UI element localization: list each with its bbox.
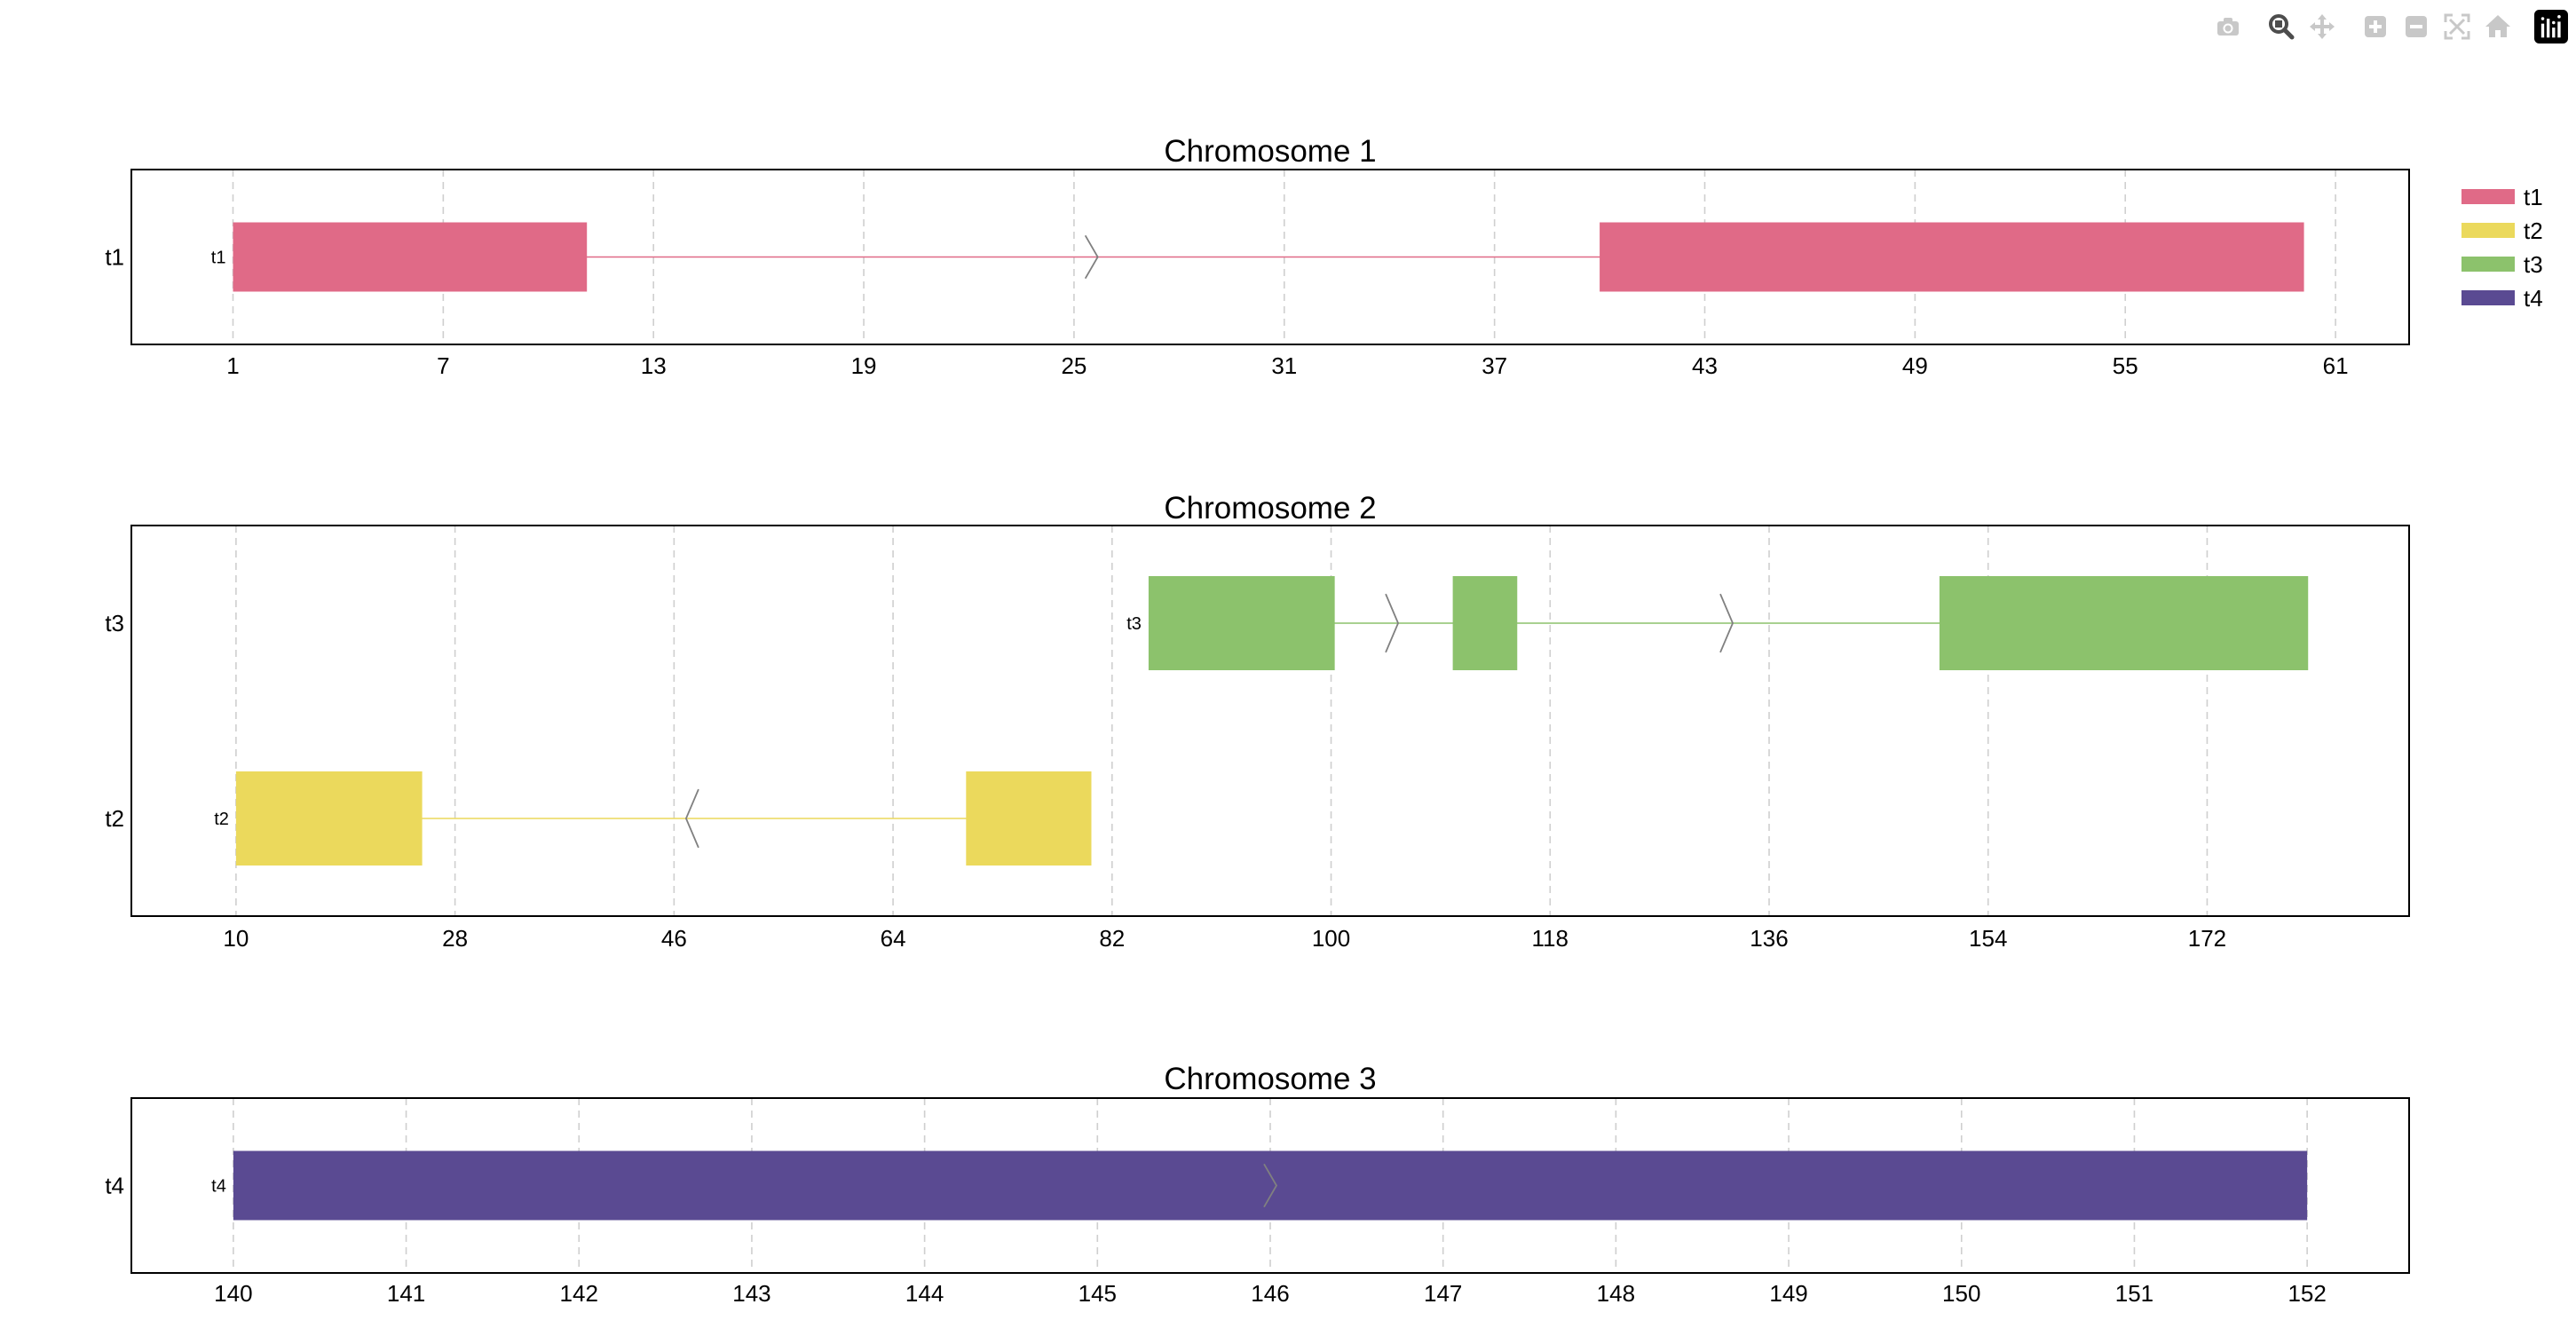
y-tick-label: t1 [105,244,124,271]
transcript-label: t2 [214,810,229,829]
x-tick-label: 61 [2323,352,2349,379]
chart-title: Chromosome 2 [1164,491,1376,526]
pan-icon[interactable] [2304,9,2340,44]
plot-frame [130,525,2410,917]
strand-arrow [1719,593,1734,653]
legend-item-t1[interactable]: t1 [2461,184,2543,210]
x-tick-label: 144 [905,1280,944,1307]
plotly-logo-icon[interactable] [2533,9,2569,44]
legend-item-t2[interactable]: t2 [2461,217,2543,244]
transcript-t4[interactable]: t4 [211,1150,2308,1221]
x-tick-label: 146 [1251,1280,1289,1307]
x-tick-label: 149 [1769,1280,1807,1307]
exon-bar[interactable] [1452,576,1518,670]
x-tick-label: 172 [2188,925,2226,952]
reset-axes-icon[interactable] [2480,9,2516,44]
transcript-t3[interactable]: t3 [1126,576,2309,670]
x-tick-label: 118 [1532,925,1569,952]
chart-panel-3: t4 t4 140 141 142 143 144 145 146 147 148 149 150 151… [105,1062,2410,1307]
camera-icon[interactable] [2210,9,2246,44]
x-tick-label: 148 [1597,1280,1635,1307]
x-tick-label: 37 [1482,352,1507,379]
exon-bar[interactable] [1148,576,1335,670]
x-tick-label: 141 [387,1280,425,1307]
transcript-t2[interactable]: t2 [214,771,1092,866]
zoom-out-icon[interactable] [2398,9,2434,44]
legend-swatch [2461,290,2515,305]
legend-label: t2 [2524,217,2543,244]
legend-swatch [2461,223,2515,238]
x-tick-label: 46 [661,925,687,952]
plot-frame [130,169,2410,345]
x-tick-label: 10 [223,925,249,952]
x-tick-label: 147 [1424,1280,1462,1307]
zoom-icon[interactable] [2264,9,2299,44]
x-tick-label: 154 [1969,925,2007,952]
legend-swatch [2461,257,2515,272]
legend-label: t4 [2524,285,2543,312]
chart-panel-1: t1 t1 1 7 13 19 25 31 37 43 49 55 61 Chromosome 1 [105,134,2410,379]
legend-item-t3[interactable]: t3 [2461,251,2543,278]
y-tick-label: t3 [105,610,124,636]
transcript-label: t1 [211,249,226,268]
transcript-t1[interactable]: t1 [211,222,2304,292]
x-tick-label: 152 [2288,1280,2326,1307]
y-tick-label: t4 [105,1173,124,1199]
exon-bar[interactable] [966,771,1092,866]
transcript-label: t4 [211,1177,226,1197]
x-tick-label: 1 [226,352,239,379]
legend: t1 t2 t3 t4 [2461,184,2543,312]
x-tick-label: 31 [1271,352,1297,379]
x-tick-label: 49 [1902,352,1928,379]
legend-label: t1 [2524,184,2543,210]
x-tick-label: 140 [214,1280,252,1307]
x-tick-label: 145 [1079,1280,1117,1307]
strand-arrow [684,788,699,849]
strand-arrow [1084,234,1099,280]
x-tick-label: 43 [1692,352,1718,379]
x-tick-label: 142 [560,1280,598,1307]
x-tick-label: 151 [2115,1280,2153,1307]
x-tick-label: 64 [881,925,906,952]
x-tick-label: 55 [2113,352,2138,379]
x-tick-label: 19 [851,352,877,379]
legend-item-t4[interactable]: t4 [2461,285,2543,312]
exon-bar[interactable] [233,1150,2308,1221]
legend-label: t3 [2524,251,2543,278]
zoom-in-icon[interactable] [2358,9,2393,44]
x-tick-label: 28 [442,925,468,952]
chart-title: Chromosome 3 [1164,1062,1376,1096]
strand-arrow [1385,593,1400,653]
x-tick-label: 13 [641,352,667,379]
legend-swatch [2461,189,2515,204]
x-tick-label: 136 [1750,925,1788,952]
transcript-label: t3 [1126,614,1142,634]
x-tick-label: 25 [1061,352,1087,379]
x-tick-label: 143 [732,1280,770,1307]
chart-panel-2: t3 t2 t3 t2 10 28 46 64 82 100 118 136 154 172 Chromos… [105,491,2410,952]
modebar [2205,9,2569,44]
exon-bar[interactable] [235,771,423,866]
x-tick-label: 7 [437,352,449,379]
x-tick-label: 150 [1942,1280,1980,1307]
exon-bar[interactable] [1939,576,2309,670]
x-tick-label: 100 [1312,925,1350,952]
x-tick-label: 82 [1099,925,1125,952]
autoscale-icon[interactable] [2439,9,2475,44]
exon-bar[interactable] [233,222,588,292]
chart-title: Chromosome 1 [1164,134,1376,169]
strand-arrow [1263,1163,1278,1208]
y-tick-label: t2 [105,805,124,832]
plot-frame [130,1097,2410,1274]
exon-bar[interactable] [1600,222,2304,292]
